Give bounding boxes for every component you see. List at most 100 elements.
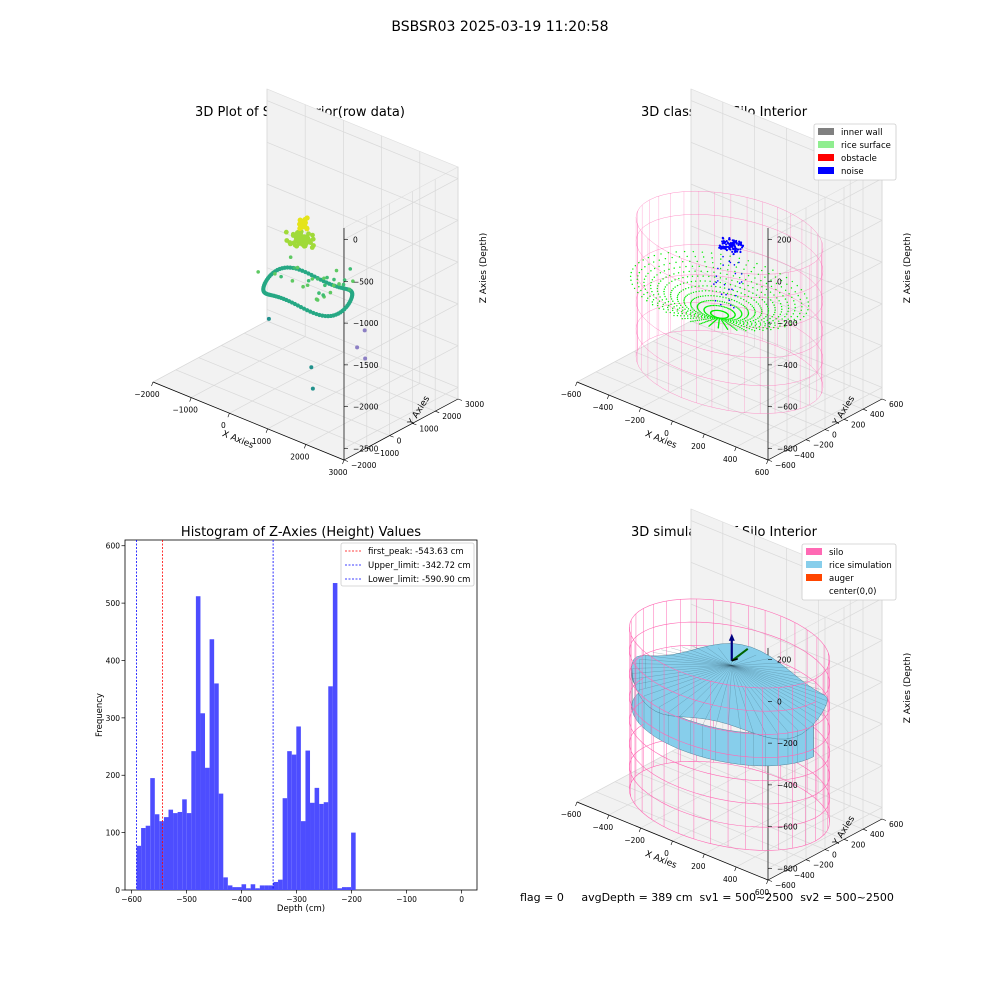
raw-point <box>296 233 302 239</box>
rice-surface-point <box>674 286 676 288</box>
histogram-y-tick-label: 600 <box>106 542 121 551</box>
rice-surface-point <box>726 273 728 276</box>
rice-surface-point <box>677 308 679 311</box>
rice-surface-point <box>697 308 699 310</box>
rice-surface-point <box>673 273 675 275</box>
rice-surface-point <box>653 261 655 263</box>
raw-point <box>337 282 341 286</box>
histogram-bar <box>259 885 265 890</box>
rice-surface-point <box>680 290 682 292</box>
noise-point <box>727 242 730 245</box>
rice-surface-point <box>703 318 705 321</box>
histogram-bar <box>186 813 192 890</box>
rice-surface-point <box>665 298 668 300</box>
rice-surface-point <box>685 265 687 268</box>
histogram-bar <box>282 798 288 890</box>
rice-surface-point <box>801 306 803 308</box>
rice-surface-point <box>783 320 786 323</box>
rice-simulation-mesh <box>715 665 732 728</box>
rice-surface-point <box>797 294 799 297</box>
rice-surface-point <box>659 280 662 282</box>
histogram-y-tick-label: 100 <box>106 829 121 838</box>
rice-surface-point <box>685 313 687 315</box>
rice-surface-point <box>698 285 700 287</box>
rice-surface-point <box>645 275 647 277</box>
rice-surface-point <box>685 288 687 290</box>
rice-surface-point <box>706 320 708 323</box>
rice-surface-point <box>745 329 747 332</box>
rice-surface-point <box>748 290 750 292</box>
raw-point <box>301 243 307 249</box>
panel4-y-tick-mark <box>843 839 849 842</box>
panel1-grid-z <box>266 100 459 179</box>
rice-surface-point <box>686 255 688 258</box>
rice-surface-point <box>677 272 680 274</box>
rice-surface-point <box>759 305 761 307</box>
rice-surface-point <box>731 317 733 320</box>
rice-surface-point <box>705 318 707 320</box>
rice-surface-point <box>671 289 673 292</box>
auger-y-arrow <box>731 647 749 662</box>
rice-surface-point <box>681 306 684 309</box>
rice-surface-point <box>652 299 655 301</box>
panel2-y-tick-mark <box>881 398 887 401</box>
rice-surface-point <box>749 303 752 306</box>
noise-point <box>727 245 730 248</box>
rice-surface-point <box>734 270 736 273</box>
rice-surface-point <box>757 303 760 305</box>
panel4-z-ticks: 200 0 −200 −400 −600 −800 <box>768 656 798 873</box>
rice-surface-point <box>735 324 737 327</box>
rice-surface-point <box>677 300 679 303</box>
rice-surface-point <box>699 280 702 282</box>
rice-surface-point <box>702 256 705 258</box>
rice-surface-point <box>729 319 732 321</box>
histogram-bar <box>150 778 155 890</box>
rice-surface-point <box>740 310 742 312</box>
rice-surface-point <box>669 262 671 265</box>
noise-point <box>717 267 719 270</box>
noise-point <box>733 264 736 266</box>
raw-point <box>283 229 289 235</box>
panel4-z-tick-label: 200 <box>777 656 792 665</box>
rice-surface-point <box>632 268 634 270</box>
rice-surface-point <box>723 301 726 303</box>
rice-surface-point <box>687 308 690 310</box>
rice-surface-point <box>760 312 763 315</box>
rice-surface-point <box>753 266 755 269</box>
panel1-y-tick-mark <box>435 410 440 413</box>
rice-simulation-mesh <box>638 665 732 691</box>
rice-surface-point <box>794 291 796 293</box>
rice-surface-point <box>768 321 771 324</box>
rice-surface-point <box>772 320 774 322</box>
noise-point <box>721 245 725 248</box>
panel4-x-tick-mark <box>766 879 769 885</box>
rice-surface-point <box>640 268 643 271</box>
panel2-x-tick-label: 0 <box>664 429 669 438</box>
panel2-grid-y <box>652 341 845 420</box>
rice-simulation-mesh <box>731 665 791 668</box>
rice-surface-point <box>663 270 666 272</box>
panel2-y-tick-label: −200 <box>813 441 834 450</box>
legend-entry-obstacle: obstacle <box>841 154 877 164</box>
raw-point <box>351 279 355 283</box>
legend-upper-limit: Upper_limit: -342.72 cm <box>368 561 471 571</box>
rice-surface-point <box>672 309 674 312</box>
rice-surface-point <box>684 304 687 307</box>
rice-surface-point <box>728 323 730 325</box>
rice-surface-point <box>700 315 703 318</box>
rice-surface-point <box>687 310 689 312</box>
rice-surface-point <box>742 282 744 285</box>
rice-surface-point <box>697 309 700 311</box>
rice-surface-point <box>709 305 712 307</box>
legend-entry-silo: silo <box>829 548 843 558</box>
rice-surface-point <box>664 286 667 288</box>
rice-surface-point <box>754 277 756 279</box>
panel1-grid-x <box>305 383 420 445</box>
noise-point <box>723 283 726 286</box>
noise-point <box>723 247 726 250</box>
rice-surface-point <box>736 329 738 331</box>
rice-surface-point <box>656 274 658 276</box>
histogram-bar <box>305 750 311 890</box>
rice-surface-point <box>769 317 771 320</box>
rice-surface-point <box>726 302 728 304</box>
